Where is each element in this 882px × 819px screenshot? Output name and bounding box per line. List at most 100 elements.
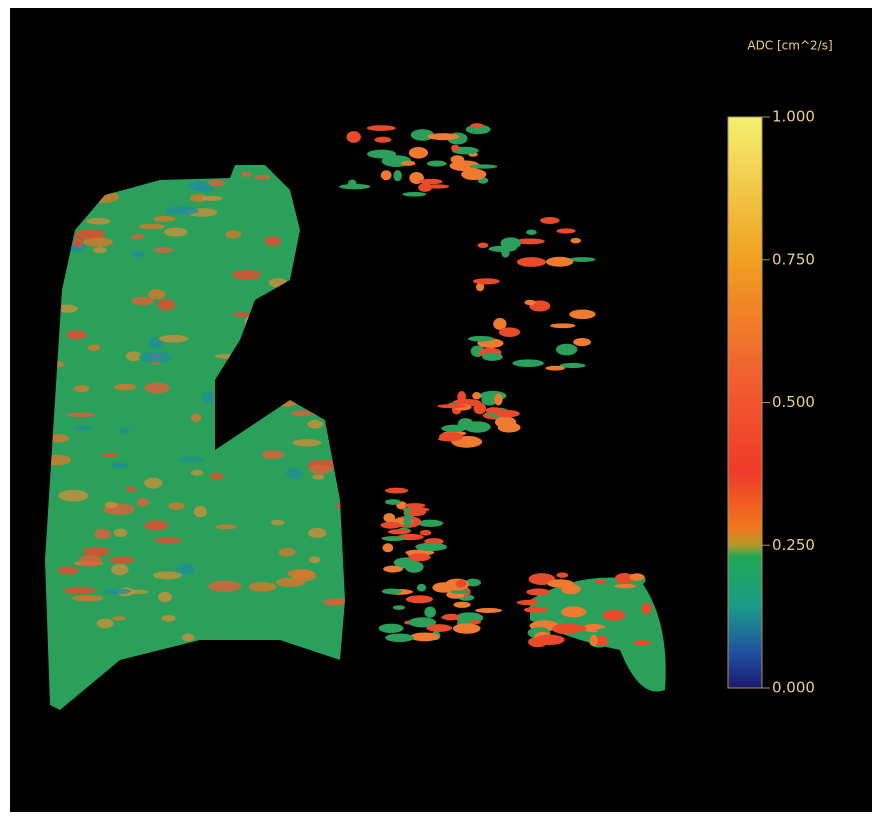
blotch (401, 161, 415, 166)
blotch (249, 582, 277, 592)
blotch (67, 413, 95, 418)
blotch (202, 392, 215, 403)
blotch (478, 243, 489, 249)
blotch (595, 579, 605, 584)
blotch (139, 352, 172, 363)
blotch (552, 623, 581, 634)
blotch (161, 615, 175, 622)
blotch (418, 520, 443, 527)
blotch (526, 229, 537, 234)
blotch (470, 123, 483, 128)
blotch (131, 297, 154, 306)
blotch (569, 257, 595, 262)
blotch (74, 385, 89, 392)
blotch (182, 633, 195, 641)
blotch (501, 237, 522, 249)
blotch (66, 330, 86, 339)
blotch (451, 145, 459, 151)
blotch (526, 588, 550, 595)
blotch (83, 547, 110, 556)
blotch (534, 635, 565, 645)
blotch (112, 616, 126, 620)
blotch (495, 410, 520, 417)
blotch (456, 580, 467, 588)
blotch (439, 432, 463, 441)
blotch (73, 426, 93, 430)
blotch (381, 170, 392, 180)
blotch (385, 633, 414, 642)
blotch (408, 553, 430, 561)
blotch (154, 537, 182, 543)
blotch (154, 247, 173, 253)
blotch (596, 628, 623, 633)
blotch (382, 543, 393, 552)
blotch (194, 506, 208, 517)
blotch (114, 384, 136, 391)
blotch (468, 336, 494, 342)
blotch (131, 234, 144, 239)
blotch (570, 238, 581, 244)
blotch (557, 228, 576, 233)
blotch (393, 170, 402, 181)
blotch (202, 196, 223, 201)
blotch (96, 619, 113, 629)
blotch (348, 179, 357, 187)
blotch (545, 366, 565, 371)
colorbar-tick-label: 0.000 (772, 679, 815, 697)
blotch (407, 508, 426, 516)
blotch (111, 463, 129, 468)
blotch (475, 608, 502, 613)
blotch (292, 439, 321, 446)
blotch (78, 555, 102, 567)
blotch (72, 595, 104, 601)
colorbar-tick-label: 0.500 (772, 393, 815, 411)
blotch (420, 530, 431, 536)
blotch (556, 344, 577, 356)
blotch (524, 300, 535, 305)
blotch (406, 595, 433, 603)
blotch (104, 588, 131, 594)
blotch (178, 457, 204, 462)
blotch (499, 327, 520, 337)
blotch (307, 420, 323, 429)
blotch (158, 299, 175, 310)
blotch (614, 584, 637, 588)
blotch (88, 344, 101, 351)
blotch (64, 587, 96, 594)
blotch (381, 522, 401, 529)
blotch (382, 536, 405, 541)
blotch (561, 606, 586, 617)
blotch (137, 498, 149, 507)
blotch (169, 502, 185, 510)
blotch (83, 237, 113, 246)
blotch (402, 192, 426, 197)
blotch (441, 425, 466, 432)
blotch (165, 207, 198, 215)
blotch (367, 125, 396, 131)
blotch (596, 635, 607, 646)
blotch (550, 323, 576, 328)
blotch (279, 548, 296, 557)
blotch (58, 490, 88, 502)
blotch (367, 150, 396, 159)
blotch (145, 520, 169, 530)
blotch (254, 175, 270, 180)
blotch (111, 564, 128, 575)
blotch (642, 603, 652, 614)
blotch (385, 488, 408, 494)
blotch (94, 529, 111, 539)
blotch (271, 520, 284, 526)
blotch (494, 394, 502, 406)
blotch (388, 529, 410, 534)
blotch (210, 473, 223, 480)
blotch (546, 257, 573, 267)
blotch (385, 499, 401, 505)
blotch (524, 607, 548, 613)
blotch (453, 602, 470, 608)
blotch (101, 453, 119, 457)
blotch (187, 181, 211, 191)
blotch (603, 610, 625, 621)
blotch (208, 581, 241, 592)
blotch (131, 251, 144, 257)
blotch (86, 218, 110, 225)
